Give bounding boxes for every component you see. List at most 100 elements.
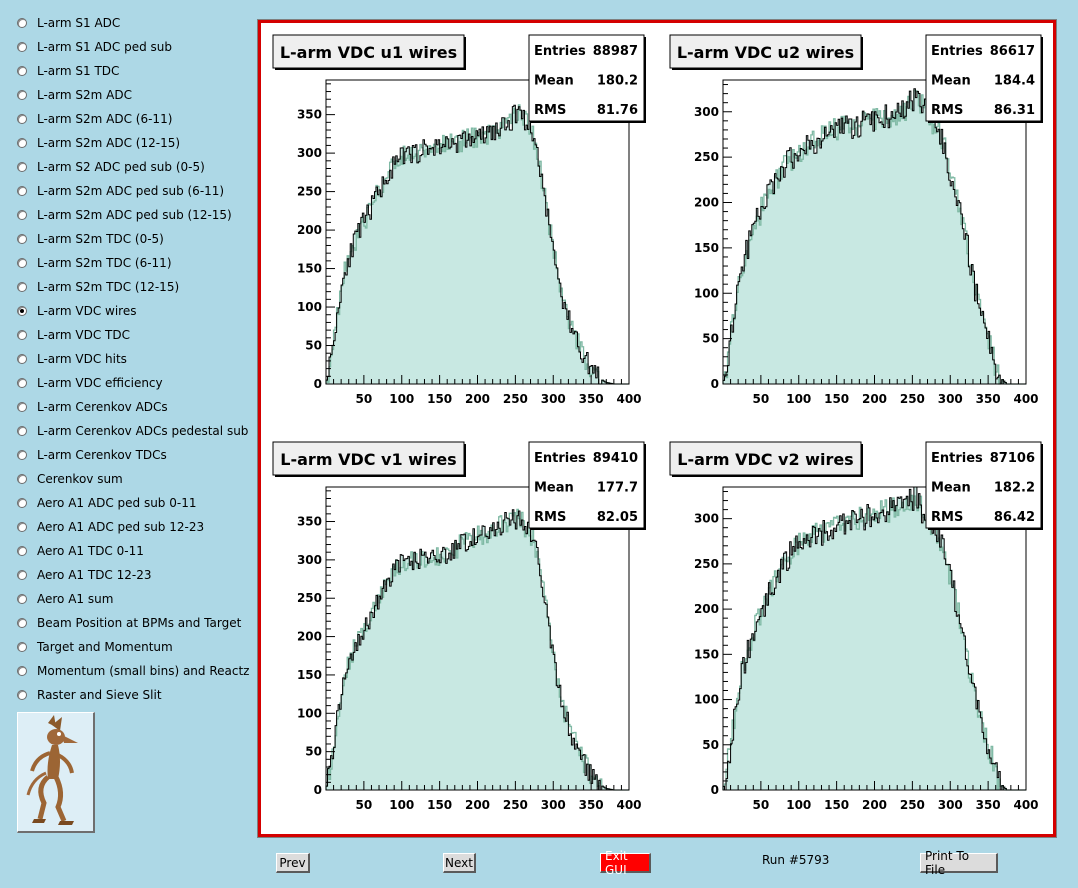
x-tick-label: 50 bbox=[356, 798, 373, 812]
y-tick-label: 300 bbox=[297, 146, 322, 160]
radio-button-icon[interactable] bbox=[17, 210, 27, 220]
radio-button-icon[interactable] bbox=[17, 498, 27, 508]
histogram-line bbox=[722, 88, 1026, 385]
radio-button-icon[interactable] bbox=[17, 618, 27, 628]
y-tick-label: 100 bbox=[694, 286, 719, 300]
radio-option[interactable]: L-arm S1 ADC bbox=[17, 13, 120, 33]
radio-option[interactable]: Aero A1 ADC ped sub 0-11 bbox=[17, 493, 196, 513]
radio-button-icon[interactable] bbox=[17, 522, 27, 532]
radio-option[interactable]: Aero A1 ADC ped sub 12-23 bbox=[17, 517, 204, 537]
radio-option[interactable]: L-arm Cerenkov ADCs pedestal sub bbox=[17, 421, 248, 441]
radio-option[interactable]: L-arm S2m ADC bbox=[17, 85, 132, 105]
radio-option[interactable]: L-arm S2m ADC ped sub (6-11) bbox=[17, 181, 224, 201]
radio-option-label: L-arm S1 ADC bbox=[37, 16, 121, 30]
stats-label: RMS bbox=[931, 103, 963, 118]
radio-option-label: L-arm S2m ADC (6-11) bbox=[37, 112, 173, 126]
radio-button-icon[interactable] bbox=[17, 690, 27, 700]
histogram-line bbox=[722, 486, 1026, 791]
radio-option[interactable]: L-arm Cerenkov ADCs bbox=[17, 397, 168, 417]
y-tick-label: 200 bbox=[297, 223, 322, 237]
radio-button-icon[interactable] bbox=[17, 258, 27, 268]
radio-option[interactable]: L-arm S2m ADC (6-11) bbox=[17, 109, 172, 129]
radio-button-icon[interactable] bbox=[17, 594, 27, 604]
x-tick-label: 300 bbox=[541, 392, 566, 406]
y-tick-label: 100 bbox=[297, 706, 322, 720]
radio-button-icon[interactable] bbox=[17, 354, 27, 364]
stats-label: Entries bbox=[534, 44, 586, 59]
stats-label: RMS bbox=[534, 510, 566, 525]
stats-value: 182.2 bbox=[994, 481, 1035, 496]
radio-option[interactable]: Cerenkov sum bbox=[17, 469, 123, 489]
radio-option[interactable]: L-arm S2m ADC ped sub (12-15) bbox=[17, 205, 232, 225]
radio-option[interactable]: L-arm S2m ADC (12-15) bbox=[17, 133, 180, 153]
x-tick-label: 300 bbox=[938, 798, 963, 812]
radio-button-icon[interactable] bbox=[17, 66, 27, 76]
histogram-canvas: 50 100 150 200 250 300 350 400 0 50 100 150 200 250 30… bbox=[272, 34, 1043, 812]
radio-button-icon[interactable] bbox=[17, 570, 27, 580]
stats-value: 184.4 bbox=[994, 74, 1035, 89]
radio-option-label: Momentum (small bins) and Reactz bbox=[37, 664, 250, 678]
radio-button-icon[interactable] bbox=[17, 42, 27, 52]
radio-button-icon[interactable] bbox=[17, 282, 27, 292]
radio-option-label: L-arm VDC wires bbox=[37, 304, 137, 318]
x-tick-label: 350 bbox=[579, 392, 604, 406]
stats-label: Mean bbox=[931, 481, 971, 496]
radio-option-label: L-arm S2m TDC (12-15) bbox=[37, 280, 180, 294]
title-box bbox=[669, 441, 862, 476]
radio-option-label: L-arm Cerenkov ADCs pedestal sub bbox=[37, 424, 249, 438]
stats-label: Mean bbox=[534, 74, 574, 89]
stats-value: 177.7 bbox=[597, 481, 638, 496]
prev-button[interactable]: Prev bbox=[276, 853, 310, 873]
exit-gui-button[interactable]: Exit GUI bbox=[600, 849, 651, 877]
radio-option[interactable]: Aero A1 TDC 0-11 bbox=[17, 541, 144, 561]
radio-option-label: Aero A1 TDC 12-23 bbox=[37, 568, 152, 582]
radio-option[interactable]: L-arm S2m TDC (6-11) bbox=[17, 253, 172, 273]
radio-option[interactable]: Raster and Sieve Slit bbox=[17, 685, 162, 705]
x-tick-label: 100 bbox=[786, 798, 811, 812]
radio-button-icon[interactable] bbox=[17, 162, 27, 172]
radio-button-icon[interactable] bbox=[17, 114, 27, 124]
radio-button-icon[interactable] bbox=[17, 378, 27, 388]
radio-option[interactable]: L-arm VDC efficiency bbox=[17, 373, 163, 393]
radio-button-icon[interactable] bbox=[17, 402, 27, 412]
radio-button-icon[interactable] bbox=[17, 330, 27, 340]
y-tick-label: 50 bbox=[305, 745, 322, 759]
radio-button-icon[interactable] bbox=[17, 450, 27, 460]
radio-option-label: Aero A1 ADC ped sub 0-11 bbox=[37, 496, 197, 510]
radio-option[interactable]: L-arm VDC wires bbox=[17, 301, 136, 321]
radio-option-label: L-arm S1 ADC ped sub bbox=[37, 40, 172, 54]
radio-button-icon[interactable] bbox=[17, 90, 27, 100]
radio-option[interactable]: Beam Position at BPMs and Target bbox=[17, 613, 241, 633]
radio-option[interactable]: Aero A1 TDC 12-23 bbox=[17, 565, 152, 585]
stats-box bbox=[925, 441, 1042, 529]
radio-button-icon[interactable] bbox=[17, 474, 27, 484]
radio-button-icon[interactable] bbox=[17, 138, 27, 148]
histogram-title: L-arm VDC v1 wires bbox=[280, 450, 456, 469]
radio-button-icon[interactable] bbox=[17, 546, 27, 556]
radio-option-label: L-arm Cerenkov ADCs bbox=[37, 400, 168, 414]
y-tick-label: 200 bbox=[694, 602, 719, 616]
radio-option[interactable]: L-arm S2m TDC (0-5) bbox=[17, 229, 164, 249]
radio-button-icon[interactable] bbox=[17, 234, 27, 244]
radio-option[interactable]: L-arm S1 TDC bbox=[17, 61, 119, 81]
y-tick-label: 50 bbox=[702, 332, 719, 346]
radio-option[interactable]: Momentum (small bins) and Reactz bbox=[17, 661, 249, 681]
histogram-fill bbox=[326, 509, 629, 790]
radio-option[interactable]: L-arm Cerenkov TDCs bbox=[17, 445, 167, 465]
print-to-file-button[interactable]: Print To File bbox=[920, 849, 998, 877]
radio-option[interactable]: Aero A1 sum bbox=[17, 589, 113, 609]
radio-button-icon[interactable] bbox=[17, 666, 27, 676]
radio-option[interactable]: L-arm S2m TDC (12-15) bbox=[17, 277, 179, 297]
radio-button-icon[interactable] bbox=[17, 306, 27, 316]
radio-button-icon[interactable] bbox=[17, 18, 27, 28]
next-button[interactable]: Next bbox=[443, 853, 476, 873]
radio-button-icon[interactable] bbox=[17, 186, 27, 196]
radio-option[interactable]: L-arm S1 ADC ped sub bbox=[17, 37, 172, 57]
radio-button-icon[interactable] bbox=[17, 642, 27, 652]
radio-option[interactable]: L-arm VDC TDC bbox=[17, 325, 130, 345]
radio-option-label: L-arm Cerenkov TDCs bbox=[37, 448, 167, 462]
radio-option[interactable]: Target and Momentum bbox=[17, 637, 173, 657]
radio-option[interactable]: L-arm VDC hits bbox=[17, 349, 127, 369]
radio-button-icon[interactable] bbox=[17, 426, 27, 436]
radio-option[interactable]: L-arm S2 ADC ped sub (0-5) bbox=[17, 157, 205, 177]
